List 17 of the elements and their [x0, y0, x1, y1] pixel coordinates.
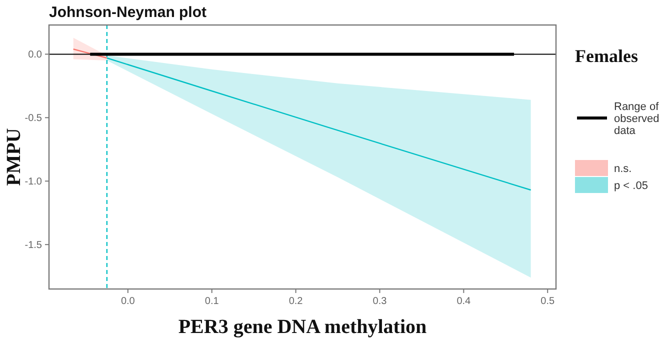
y-tick-label: 0.0: [28, 50, 42, 61]
y-tick-label: -0.5: [24, 113, 42, 124]
x-tick-label: 0.1: [204, 296, 220, 307]
chart-title: Johnson-Neyman plot: [49, 4, 207, 21]
legend-label: Range of observed data: [614, 101, 660, 137]
y-tick-label: -1.0: [24, 176, 42, 188]
legend-title: Females: [575, 46, 638, 66]
legend-label: p < .05: [614, 180, 648, 192]
x-tick-label: 0.0: [120, 296, 136, 307]
x-tick-label: 0.3: [372, 296, 388, 307]
x-tick-label: 0.5: [540, 296, 555, 307]
legend-label: n.s.: [614, 163, 632, 175]
x-tick-label: 0.2: [288, 296, 304, 307]
y-tick-label: -1.5: [24, 240, 42, 252]
x-axis-title: PER3 gene DNA methylation: [178, 316, 427, 338]
y-axis-title: PMPU: [3, 128, 25, 186]
x-tick-label: 0.4: [456, 296, 472, 307]
